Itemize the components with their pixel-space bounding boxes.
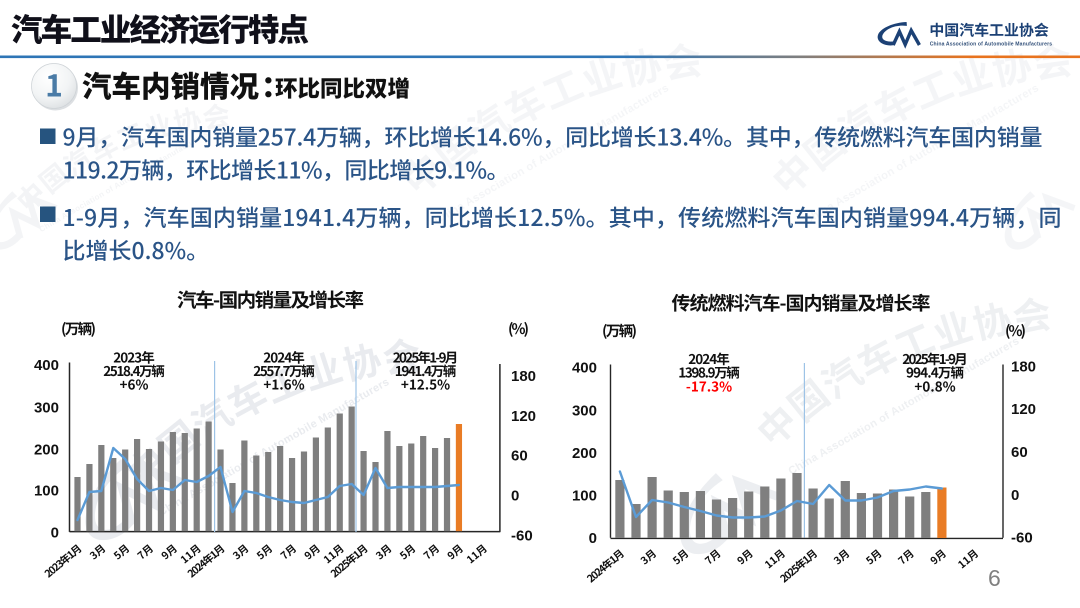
svg-text:400: 400 bbox=[34, 357, 59, 374]
svg-text:0: 0 bbox=[511, 488, 519, 505]
svg-text:120: 120 bbox=[1011, 401, 1036, 418]
svg-text:300: 300 bbox=[34, 400, 59, 417]
svg-text:200: 200 bbox=[572, 445, 597, 462]
svg-text:0: 0 bbox=[1011, 487, 1019, 504]
svg-text:0: 0 bbox=[589, 530, 597, 547]
svg-text:60: 60 bbox=[511, 448, 528, 465]
svg-text:0: 0 bbox=[51, 525, 59, 542]
svg-text:6: 6 bbox=[988, 565, 1001, 591]
svg-text:180: 180 bbox=[511, 368, 536, 385]
svg-text:200: 200 bbox=[34, 442, 59, 459]
svg-text:-60: -60 bbox=[511, 527, 533, 544]
svg-text:60: 60 bbox=[1011, 444, 1028, 461]
svg-text:-60: -60 bbox=[1011, 530, 1033, 547]
svg-text:300: 300 bbox=[572, 402, 597, 419]
svg-text:180: 180 bbox=[1011, 358, 1036, 375]
svg-text:100: 100 bbox=[34, 483, 59, 500]
svg-text:120: 120 bbox=[511, 408, 536, 425]
svg-text:China Association of Automobil: China Association of Automobile Manufact… bbox=[930, 42, 1053, 48]
svg-text:400: 400 bbox=[572, 360, 597, 377]
svg-text:100: 100 bbox=[572, 488, 597, 505]
